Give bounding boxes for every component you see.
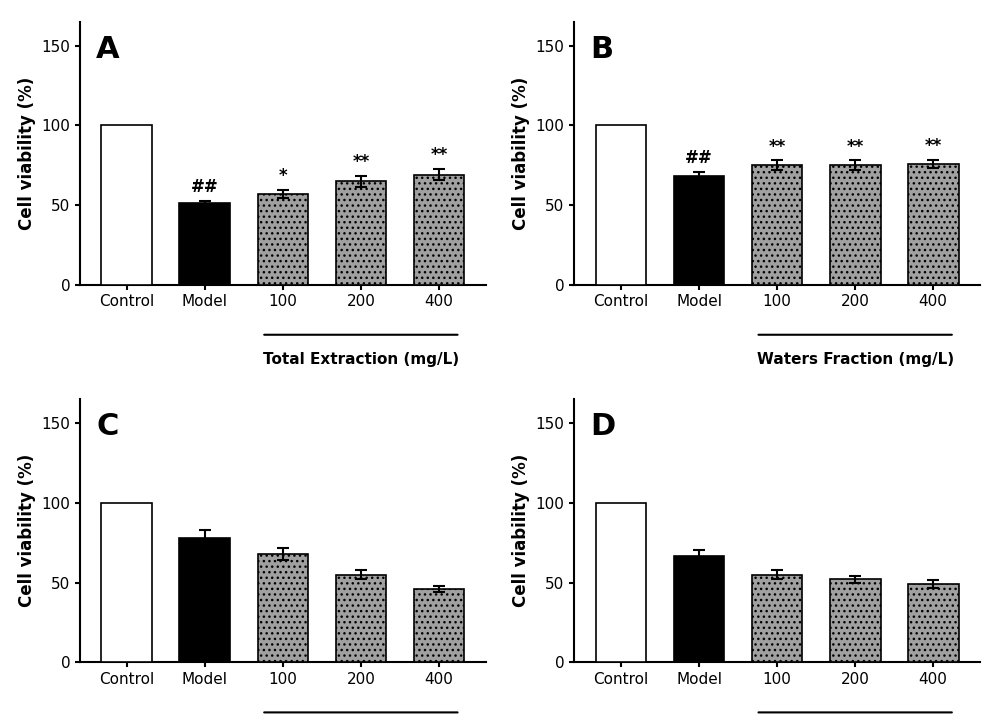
Bar [179, 204, 230, 284]
Text: B: B [591, 35, 614, 64]
Text: ##: ## [685, 149, 713, 167]
Bar [674, 556, 724, 662]
Bar [908, 584, 959, 662]
Text: *: * [279, 167, 287, 185]
Bar [258, 194, 308, 284]
Bar [336, 181, 386, 284]
Bar [908, 163, 959, 284]
Y-axis label: Cell viability (%): Cell viability (%) [18, 454, 36, 608]
Text: Waters Fraction (mg/L): Waters Fraction (mg/L) [757, 352, 954, 367]
Bar [830, 580, 881, 662]
Text: C: C [96, 413, 119, 441]
Bar [674, 176, 724, 284]
Text: Total Extraction (mg/L): Total Extraction (mg/L) [263, 352, 459, 367]
Text: ##: ## [191, 179, 219, 197]
Bar [414, 175, 464, 284]
Bar [752, 165, 802, 284]
Bar [596, 125, 646, 284]
Y-axis label: Cell viability (%): Cell viability (%) [512, 454, 530, 608]
Text: D: D [591, 413, 616, 441]
Y-axis label: Cell viability (%): Cell viability (%) [512, 76, 530, 230]
Bar [101, 125, 152, 284]
Bar [752, 575, 802, 662]
Bar [101, 503, 152, 662]
Bar [336, 575, 386, 662]
Bar [414, 589, 464, 662]
Y-axis label: Cell viability (%): Cell viability (%) [18, 76, 36, 230]
Text: **: ** [430, 146, 448, 164]
Bar [179, 538, 230, 662]
Text: **: ** [352, 153, 370, 171]
Bar [258, 554, 308, 662]
Bar [830, 165, 881, 284]
Text: **: ** [769, 138, 786, 156]
Text: **: ** [925, 137, 942, 155]
Text: **: ** [847, 138, 864, 156]
Bar [596, 503, 646, 662]
Text: A: A [96, 35, 120, 64]
